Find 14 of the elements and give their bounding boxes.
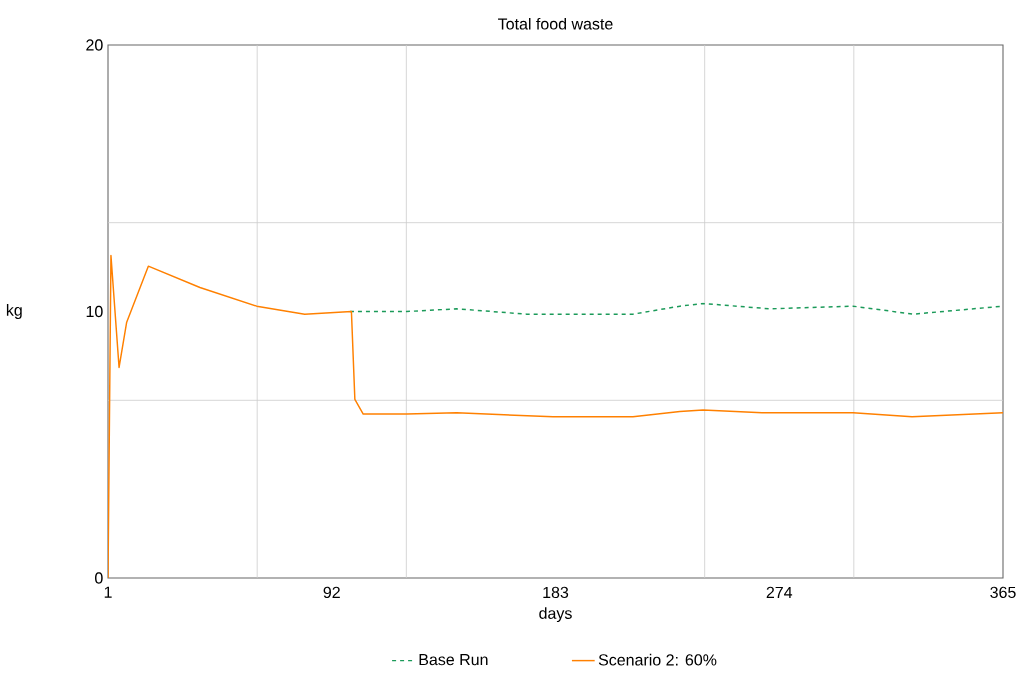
legend-label: Scenario 2: 60% xyxy=(598,653,717,666)
x-tick-label: 183 xyxy=(543,586,569,599)
chart-title: Total food waste xyxy=(498,17,613,30)
x-axis-title: days xyxy=(539,607,572,623)
y-axis-title: kg xyxy=(6,304,22,319)
y-tick-label: 20 xyxy=(86,39,103,51)
x-tick-label: 1 xyxy=(104,586,112,598)
y-tick-label: 10 xyxy=(86,305,103,318)
line-series xyxy=(108,254,1003,578)
x-tick-label: 365 xyxy=(990,586,1016,599)
y-tick-label: 0 xyxy=(95,572,103,584)
legend-label: Base Run xyxy=(419,654,488,666)
x-tick-label: 92 xyxy=(323,586,340,599)
x-tick-label: 274 xyxy=(766,586,793,598)
